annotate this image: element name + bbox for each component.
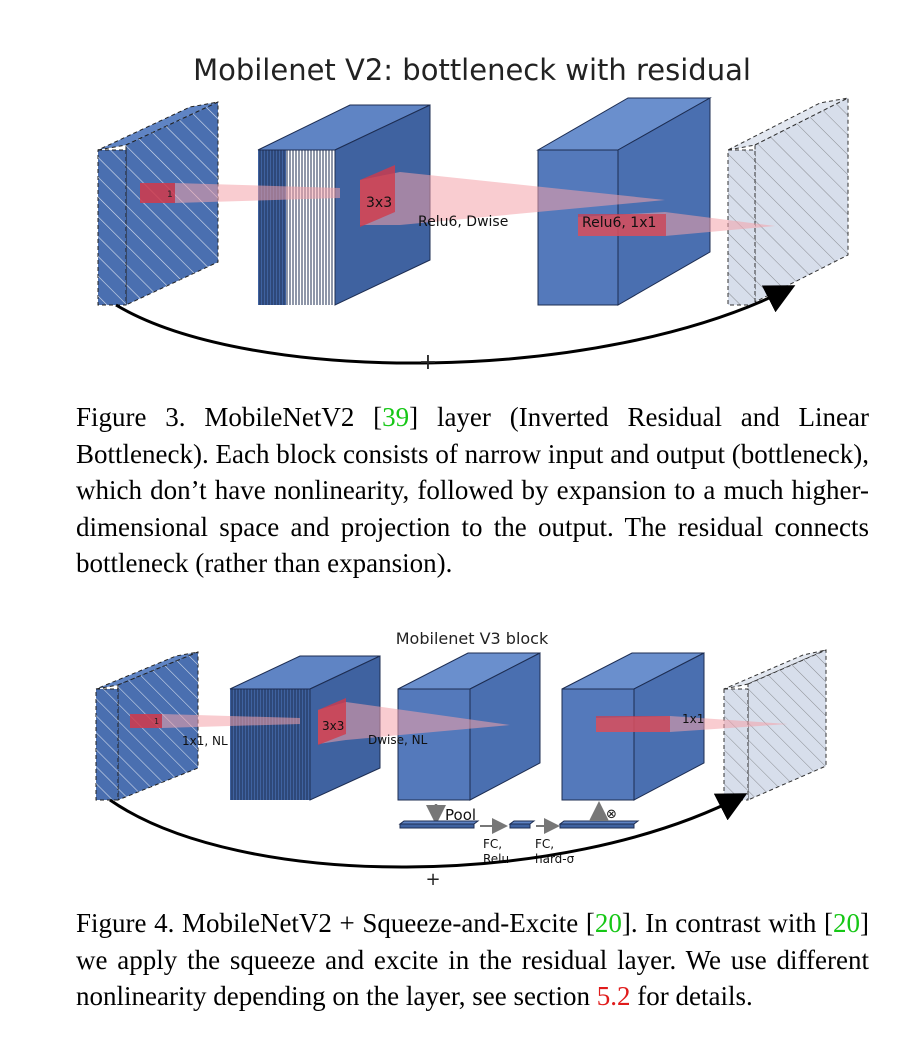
figure-3: Mobilenet V2: bottleneck with residual xyxy=(0,40,912,390)
residual-connection-arrow xyxy=(115,285,796,365)
caption-text: ] we apply the squeeze and excite in the… xyxy=(76,908,869,1011)
residual-connection-arrow xyxy=(109,793,748,869)
dwise-kernel-marker xyxy=(318,698,346,745)
figure-4: Mobilenet V3 block xyxy=(0,620,912,895)
figure-4-diagram: Mobilenet V3 block xyxy=(95,629,827,890)
kernel-beam-1 xyxy=(162,714,300,728)
figure-3-caption: Figure 3. MobileNetV2 [39] layer (Invert… xyxy=(76,399,869,582)
citation-link[interactable]: 20 xyxy=(594,908,622,938)
input-kernel-label: 1 xyxy=(154,717,159,726)
excite-multiply-label: ⊗ xyxy=(606,807,617,822)
dwise-op-label: Relu6, Dwise xyxy=(418,214,508,230)
citation-link[interactable]: 20 xyxy=(832,908,860,938)
kernel-beam-2 xyxy=(360,172,665,225)
proj-kernel-marker xyxy=(596,716,670,732)
figure-4-caption: Figure 4. MobileNetV2 + Squeeze-and-Exci… xyxy=(76,905,869,1015)
depthwise-block xyxy=(397,652,541,801)
section-link[interactable]: 5.2 xyxy=(596,981,631,1011)
dwise-kernel-marker xyxy=(360,165,395,227)
figure-4-title: Mobilenet V3 block xyxy=(396,629,549,648)
proj-kernel-label: 1x1 xyxy=(682,712,704,726)
input-kernel-marker xyxy=(140,183,175,203)
squeeze-excite-branch: Pool ⊗ FC, Relu FC, hard-σ xyxy=(398,801,640,866)
caption-text: Figure 3. MobileNetV2 [ xyxy=(76,402,383,432)
input-bottleneck-block xyxy=(97,101,219,306)
pool-label: Pool xyxy=(445,806,476,824)
caption-text: for details. xyxy=(630,981,753,1011)
fc1-label-line1: FC, xyxy=(483,837,502,851)
dwise-kernel-label: 3x3 xyxy=(366,195,392,211)
dwise-op-label: Dwise, NL xyxy=(368,733,428,747)
kernel-beam-1 xyxy=(175,183,340,203)
output-bottleneck-block xyxy=(723,649,827,801)
proj-op-label: Relu6, 1x1 xyxy=(582,215,656,231)
caption-text: ] layer (Inverted Residual and Linear Bo… xyxy=(76,402,869,578)
projection-block xyxy=(536,97,712,306)
dwise-kernel-label: 3x3 xyxy=(322,719,344,733)
caption-text: Figure 4. MobileNetV2 + Squeeze-and-Exci… xyxy=(76,908,595,938)
caption-text: ]. In contrast with [ xyxy=(621,908,833,938)
citation-link[interactable]: 39 xyxy=(382,402,410,432)
input-kernel-label: 1 xyxy=(167,190,173,200)
input-kernel-marker xyxy=(130,714,162,728)
residual-plus-label: + xyxy=(419,350,437,375)
figure-3-diagram: Mobilenet V2: bottleneck with residual xyxy=(97,53,849,375)
figure-3-title: Mobilenet V2: bottleneck with residual xyxy=(193,53,751,87)
expand-op-label: 1x1, NL xyxy=(182,734,228,748)
proj-kernel-marker xyxy=(578,214,666,236)
kernel-beam-2 xyxy=(318,702,510,744)
fc2-label-line1: FC, xyxy=(535,837,554,851)
output-bottleneck-block xyxy=(727,97,849,306)
residual-plus-label: + xyxy=(425,869,440,890)
